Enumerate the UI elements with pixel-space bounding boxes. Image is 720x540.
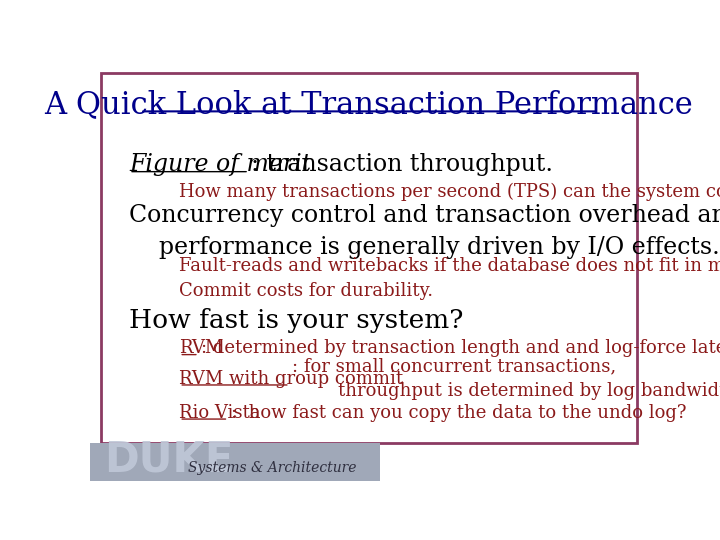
Text: RVM with group commit: RVM with group commit: [179, 370, 403, 388]
Text: How many transactions per second (TPS) can the system commit?: How many transactions per second (TPS) c…: [179, 183, 720, 201]
Text: Systems & Architecture: Systems & Architecture: [188, 461, 356, 475]
Text: Fault-reads and writebacks if the database does not fit in memory.: Fault-reads and writebacks if the databa…: [179, 258, 720, 275]
FancyBboxPatch shape: [90, 443, 380, 481]
Text: : determined by transaction length and and log-force latency.: : determined by transaction length and a…: [201, 339, 720, 357]
Text: A Quick Look at Transaction Performance: A Quick Look at Transaction Performance: [45, 89, 693, 120]
Text: RVM: RVM: [179, 339, 223, 357]
FancyBboxPatch shape: [101, 73, 637, 443]
Text: Concurrency control and transaction overhead are factors, but
    performance is: Concurrency control and transaction over…: [129, 204, 720, 259]
Text: : for small concurrent transactions,
        throughput is determined by log ban: : for small concurrent transactions, thr…: [292, 357, 720, 400]
Text: How fast is your system?: How fast is your system?: [129, 308, 464, 333]
Text: : transaction throughput.: : transaction throughput.: [251, 153, 553, 176]
Text: :  how fast can you copy the data to the undo log?: : how fast can you copy the data to the …: [230, 404, 686, 422]
Text: Commit costs for durability.: Commit costs for durability.: [179, 282, 433, 300]
Text: Figure of merit: Figure of merit: [129, 153, 311, 176]
Text: Rio Vista: Rio Vista: [179, 404, 261, 422]
Text: DUKE: DUKE: [104, 439, 233, 481]
